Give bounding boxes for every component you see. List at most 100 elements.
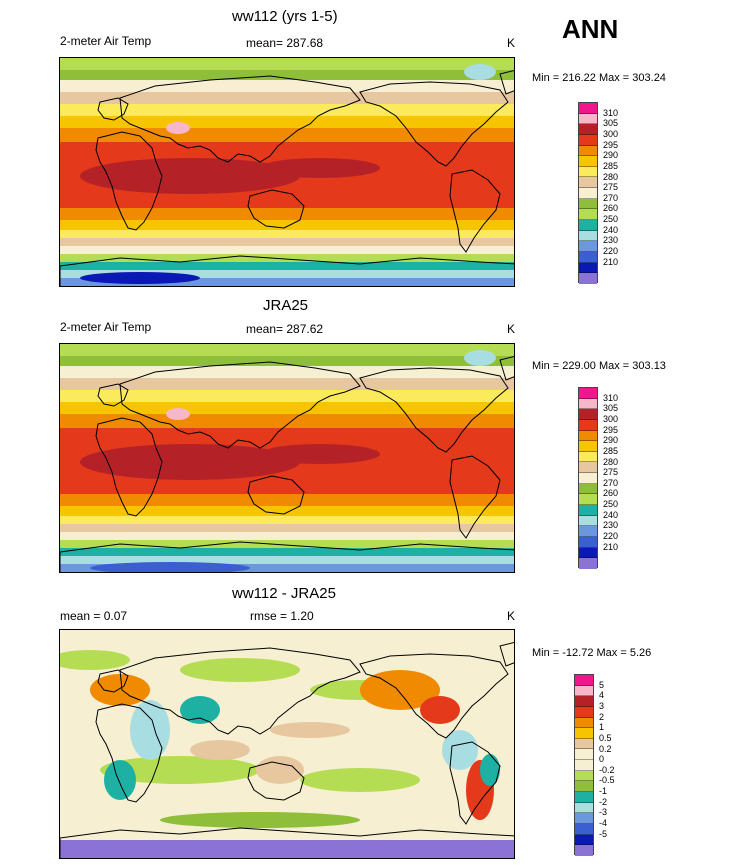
colorbar-tick-label: -0.2: [599, 764, 615, 775]
colorbar-segment: [579, 103, 597, 114]
colorbar-segment: [575, 781, 593, 793]
colorbar-tick-label: 285: [603, 445, 619, 456]
colorbar-tick-label: 270: [603, 477, 619, 488]
colorbar-tick-label: 280: [603, 171, 619, 182]
temperature-band: [60, 270, 514, 278]
arctic-cold-spot: [464, 350, 496, 366]
temperature-band: [60, 246, 514, 254]
warm-pool: [260, 444, 380, 464]
colorbar-tick-label: 290: [603, 435, 619, 446]
samerica-coastline: [449, 455, 501, 539]
temperature-band: [60, 356, 514, 366]
colorbar-tick-label: 2: [599, 711, 605, 722]
difference-region: [180, 658, 300, 682]
europe-coastline: [97, 383, 129, 407]
namerica-coastline: [359, 653, 509, 739]
difference-region: [300, 768, 420, 792]
colorbar-segment: [575, 738, 593, 750]
panel2-variable-label: 2-meter Air Temp: [60, 320, 152, 334]
colorbar-tick-label: 220: [603, 246, 619, 257]
australia-coastline: [247, 475, 305, 515]
colorbar-segment: [575, 770, 593, 782]
namerica-coastline: [359, 367, 509, 453]
colorbar-segment: [579, 145, 597, 157]
colorbar-tick-label: -5: [599, 828, 608, 839]
panel1-variable-label: 2-meter Air Temp: [60, 34, 152, 48]
warm-pool: [80, 444, 300, 480]
temperature-band: [60, 532, 514, 540]
colorbar-tick-label: 5: [599, 679, 605, 690]
colorbar-tick-label: 210: [603, 541, 619, 552]
colorbar-tick-label: 280: [603, 456, 619, 467]
colorbar-segment: [579, 251, 597, 263]
colorbar-segment: [579, 230, 597, 242]
asia-coastline: [119, 361, 361, 449]
greenland-coastline: [499, 69, 514, 95]
colorbar-segment: [579, 451, 597, 463]
colorbar-segment: [579, 188, 597, 199]
colorbar-tick-label: 0.2: [599, 743, 612, 754]
panel3-units: K: [507, 609, 516, 623]
colorbar-segment: [579, 177, 597, 189]
difference-region: [180, 696, 220, 724]
panel3-rmse: rmse = 1.20: [250, 609, 314, 623]
temperature-band: [60, 378, 514, 390]
colorbar-tick-label: 0: [599, 754, 605, 765]
temperature-band: [60, 220, 514, 230]
colorbar-tick-label: 220: [603, 531, 619, 542]
australia-coastline: [247, 761, 305, 801]
colorbar-segment: [575, 717, 593, 729]
temperature-band: [60, 402, 514, 414]
colorbar-tick-label: 0.5: [599, 732, 612, 743]
colorbar-segment: [579, 494, 597, 506]
colorbar-segment: [575, 749, 593, 761]
colorbar-segment: [575, 696, 593, 707]
colorbar-segment: [579, 483, 597, 495]
panel1-units: K: [507, 36, 516, 50]
tibet-cold-spot: [166, 408, 190, 420]
colorbar-tick-label: 300: [603, 413, 619, 424]
warm-pool: [80, 158, 300, 194]
difference-region: [60, 650, 130, 670]
colorbar-segment: [579, 515, 597, 527]
colorbar-tick-label: -0.5: [599, 775, 615, 786]
difference-region: [130, 700, 170, 760]
colorbar-segment: [579, 547, 597, 559]
temperature-band: [60, 254, 514, 262]
panel1-mean: mean= 287.68: [246, 36, 324, 50]
colorbar-segment: [579, 262, 597, 274]
temperature-band: [60, 414, 514, 428]
greenland-coastline: [499, 641, 514, 667]
colorbar-tick-label: 240: [603, 224, 619, 235]
season-label: ANN: [562, 14, 619, 44]
colorbar-segment: [579, 398, 597, 410]
colorbar-segment: [579, 241, 597, 252]
colorbar-tick-label: 240: [603, 509, 619, 520]
antarctica-coastline: [60, 541, 514, 572]
difference-region: [360, 670, 440, 710]
temperature-band: [60, 344, 514, 356]
colorbar-segment: [579, 419, 597, 431]
temperature-band: [60, 128, 514, 142]
colorbar-tick-label: 305: [603, 403, 619, 414]
asia-coastline: [119, 75, 361, 163]
colorbar-tick-label: -1: [599, 786, 608, 797]
temperature-band: [60, 366, 514, 378]
antarctic-difference: [60, 840, 514, 858]
temperature-band: [60, 80, 514, 92]
colorbar-tick-label: 295: [603, 424, 619, 435]
temperature-band: [60, 540, 514, 548]
colorbar-segment: [575, 760, 593, 771]
colorbar-segment: [575, 845, 593, 856]
temperature-band: [60, 58, 514, 70]
panel1-colorbar: [578, 102, 598, 284]
colorbar-segment: [575, 802, 593, 814]
temperature-band: [60, 70, 514, 80]
colorbar-tick-label: 210: [603, 256, 619, 267]
africa-coastline: [95, 417, 163, 517]
colorbar-tick-label: -3: [599, 807, 608, 818]
colorbar-segment: [575, 792, 593, 803]
namerica-coastline: [359, 81, 509, 167]
africa-coastline: [95, 703, 163, 803]
temperature-band: [60, 556, 514, 564]
